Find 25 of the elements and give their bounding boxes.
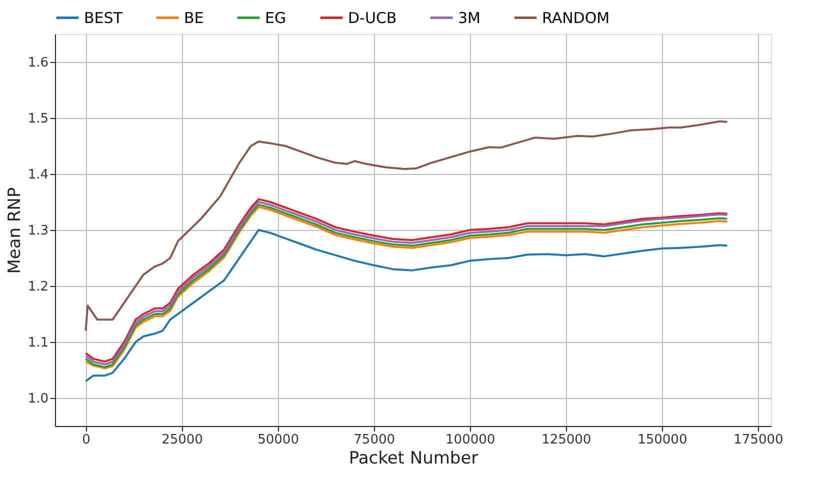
x-tick-label: 175000 [734,432,784,448]
legend-label: 3M [458,8,480,27]
y-tick-label: 1.0 [28,392,48,406]
legend-label: RANDOM [542,8,610,27]
x-tick-label: 0 [82,432,90,448]
legend-label: D-UCB [348,8,397,27]
x-tick-label: 50000 [258,432,299,448]
legend-label: BEST [84,8,124,27]
y-tick-label: 1.2 [28,280,48,294]
x-tick-label: 150000 [638,432,688,448]
y-tick-label: 1.6 [28,56,48,70]
x-tick-label: 125000 [542,432,592,448]
x-tick-label: 100000 [446,432,496,448]
legend-label: EG [265,8,286,27]
y-tick-label: 1.3 [28,224,48,238]
y-tick-label: 1.1 [28,336,48,350]
legend-label: BE [184,8,204,27]
line-series [84,120,728,332]
y-axis-title: Mean RNP [4,187,25,274]
x-axis-title: Packet Number [348,448,478,468]
x-tick-label: 75000 [354,432,395,448]
y-tick-label: 1.4 [28,168,48,182]
x-tick-label: 25000 [162,432,203,448]
line-series [84,229,728,382]
y-tick-label: 1.5 [28,112,48,126]
